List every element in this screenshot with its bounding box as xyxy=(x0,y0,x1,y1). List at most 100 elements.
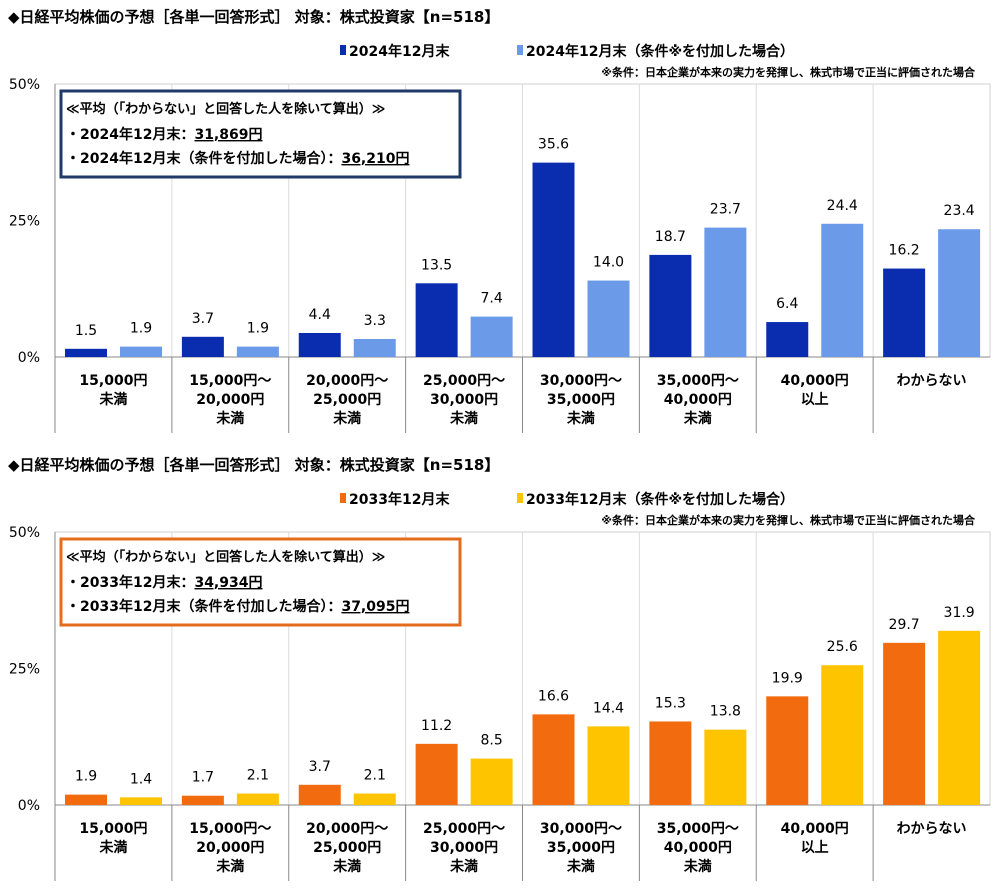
bar-2-3 xyxy=(353,793,396,805)
condition-note: ※条件：日本企業が本来の実力を発揮し、株式市場で正当に評価された場合 xyxy=(601,513,976,527)
average-line: ・2024年12月末（条件を付加した場合）：36,210円 xyxy=(66,150,409,167)
data-label: 16.6 xyxy=(538,688,569,704)
bar-1-5 xyxy=(532,714,575,805)
category-label: 25,000円 xyxy=(313,392,381,408)
category-label: 30,000円 xyxy=(430,392,498,408)
category-label: 未満 xyxy=(450,410,478,427)
average-value: 31,869円 xyxy=(194,127,262,143)
data-label: 3.3 xyxy=(364,313,386,329)
y-tick-label: 50% xyxy=(9,77,40,93)
average-box xyxy=(59,89,462,179)
data-label: 18.7 xyxy=(655,229,686,245)
category-label: 20,000円～ xyxy=(306,821,388,837)
data-label: 23.7 xyxy=(710,202,741,218)
bar-2-5 xyxy=(587,726,630,805)
average-label: ・2024年12月末： xyxy=(66,126,194,143)
average-label: ・2024年12月末（条件を付加した場合）： xyxy=(66,150,341,167)
bar-1-7 xyxy=(766,696,809,805)
bar-1-2 xyxy=(181,795,224,805)
average-line: ・2033年12月末（条件を付加した場合）：37,095円 xyxy=(66,598,409,615)
category-label: 未満 xyxy=(216,410,244,427)
category-label: 未満 xyxy=(216,858,244,875)
category-label: 35,000円 xyxy=(547,392,615,408)
data-label: 7.4 xyxy=(480,291,502,307)
category-label: 未満 xyxy=(333,410,361,427)
category-label: 15,000円 xyxy=(79,373,147,389)
average-label: ・2033年12月末： xyxy=(66,574,194,591)
bar-2-1 xyxy=(120,797,162,805)
category-label: 30,000円～ xyxy=(540,821,622,837)
data-label: 1.9 xyxy=(247,321,269,337)
category-label: 15,000円～ xyxy=(189,373,271,389)
data-label: 4.4 xyxy=(309,307,331,323)
y-tick-label: 0% xyxy=(18,798,40,814)
average-line: ・2024年12月末：31,869円 xyxy=(66,126,262,143)
average-heading: ≪平均（「わからない」と回答した人を除いて算出）≫ xyxy=(66,549,385,565)
category-label: 40,000円 xyxy=(781,821,849,837)
category-label: 40,000円 xyxy=(664,392,732,408)
category-label: 20,000円 xyxy=(196,840,264,856)
legend-label: 2024年12月末 xyxy=(349,43,450,60)
average-value: 37,095円 xyxy=(341,599,409,615)
category-label: 15,000円 xyxy=(79,821,147,837)
category-label: 25,000円～ xyxy=(423,373,505,389)
data-label: 25.6 xyxy=(827,639,858,655)
legend-swatch xyxy=(517,45,523,55)
average-box xyxy=(59,537,462,627)
category-label: わからない xyxy=(897,821,967,837)
condition-note: ※条件：日本企業が本来の実力を発揮し、株式市場で正当に評価された場合 xyxy=(601,65,976,79)
category-label: 未満 xyxy=(684,858,712,875)
bar-1-8 xyxy=(883,642,926,805)
data-label: 3.7 xyxy=(309,759,331,775)
category-label: 35,000円～ xyxy=(657,373,739,389)
average-heading: ≪平均（「わからない」と回答した人を除いて算出）≫ xyxy=(66,101,385,117)
average-line: ・2033年12月末：34,934円 xyxy=(66,574,262,591)
bar-2-1 xyxy=(120,346,162,357)
data-label: 14.0 xyxy=(593,255,624,271)
bar-2-4 xyxy=(470,758,513,805)
average-label: ・2033年12月末（条件を付加した場合）： xyxy=(66,598,341,615)
bar-1-7 xyxy=(766,322,809,357)
bar-2-7 xyxy=(821,223,864,357)
data-label: 29.7 xyxy=(889,617,920,633)
bar-1-6 xyxy=(649,721,692,805)
category-label: 未満 xyxy=(99,391,127,408)
bar-1-6 xyxy=(649,254,692,357)
category-label: 30,000円～ xyxy=(540,373,622,389)
category-label: 未満 xyxy=(684,410,712,427)
category-label: 15,000円～ xyxy=(189,821,271,837)
bar-1-1 xyxy=(65,348,107,357)
category-label: 30,000円 xyxy=(430,840,498,856)
data-label: 1.4 xyxy=(130,771,152,787)
data-label: 2.1 xyxy=(247,768,269,784)
bar-1-1 xyxy=(65,794,107,805)
category-label: 25,000円～ xyxy=(423,821,505,837)
category-label: 40,000円 xyxy=(664,840,732,856)
category-label: 未満 xyxy=(567,858,595,875)
category-label: 20,000円 xyxy=(196,392,264,408)
y-tick-label: 25% xyxy=(9,214,40,230)
legend-swatch xyxy=(517,493,523,503)
data-label: 11.2 xyxy=(421,718,452,734)
bar-2-3 xyxy=(353,338,396,357)
bar-2-8 xyxy=(938,630,981,805)
bar-1-3 xyxy=(298,784,341,805)
chart-title: ◆日経平均株価の予想［各単一回答形式］ 対象：株式投資家【n=518】 xyxy=(8,456,499,474)
data-label: 15.3 xyxy=(655,695,686,711)
data-label: 14.4 xyxy=(593,700,624,716)
data-label: 6.4 xyxy=(776,296,798,312)
data-label: 1.7 xyxy=(192,770,214,786)
bar-1-4 xyxy=(415,743,458,805)
data-label: 35.6 xyxy=(538,137,569,153)
bar-2-2 xyxy=(236,346,279,357)
chart-title: ◆日経平均株価の予想［各単一回答形式］ 対象：株式投資家【n=518】 xyxy=(8,8,499,26)
bar-2-8 xyxy=(938,229,981,357)
category-label: 25,000円 xyxy=(313,840,381,856)
data-label: 16.2 xyxy=(889,243,920,259)
data-label: 24.4 xyxy=(827,198,858,214)
data-label: 3.7 xyxy=(192,311,214,327)
bar-2-5 xyxy=(587,280,630,357)
data-label: 1.9 xyxy=(75,769,97,785)
legend-label: 2033年12月末 xyxy=(349,491,450,508)
